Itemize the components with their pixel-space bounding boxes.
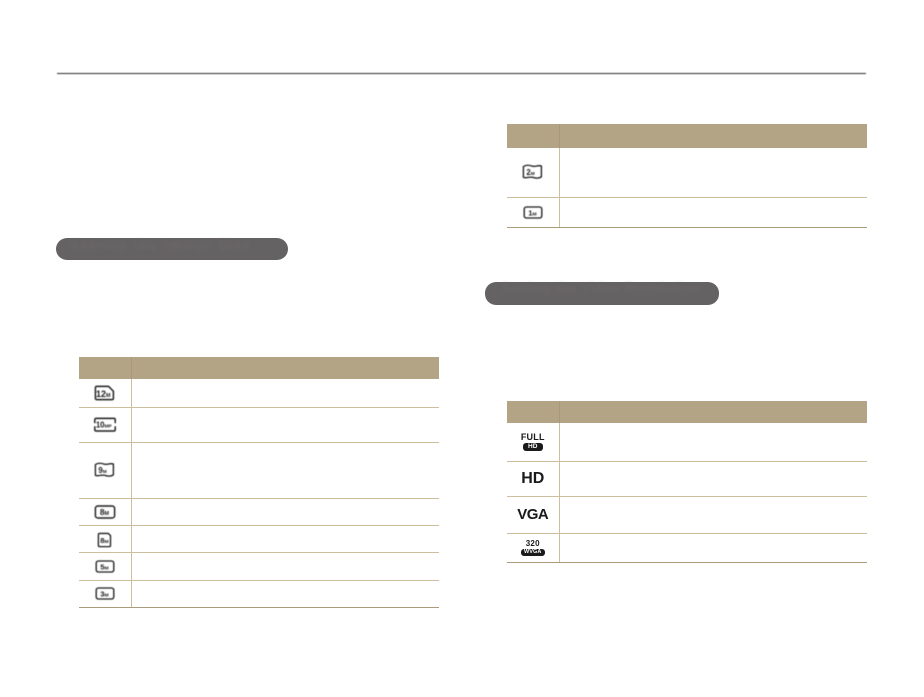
svg-text:1M: 1M (528, 208, 536, 217)
svg-text:9M: 9M (98, 466, 106, 475)
svg-text:5M: 5M (100, 562, 108, 571)
svg-text:12M: 12M (96, 389, 111, 399)
svg-text:8M: 8M (100, 535, 108, 544)
svg-text:8M: 8M (100, 507, 110, 517)
svg-text:3M: 3M (100, 590, 108, 599)
svg-text:2M: 2M (526, 168, 534, 177)
svg-text:10MP: 10MP (96, 420, 113, 429)
